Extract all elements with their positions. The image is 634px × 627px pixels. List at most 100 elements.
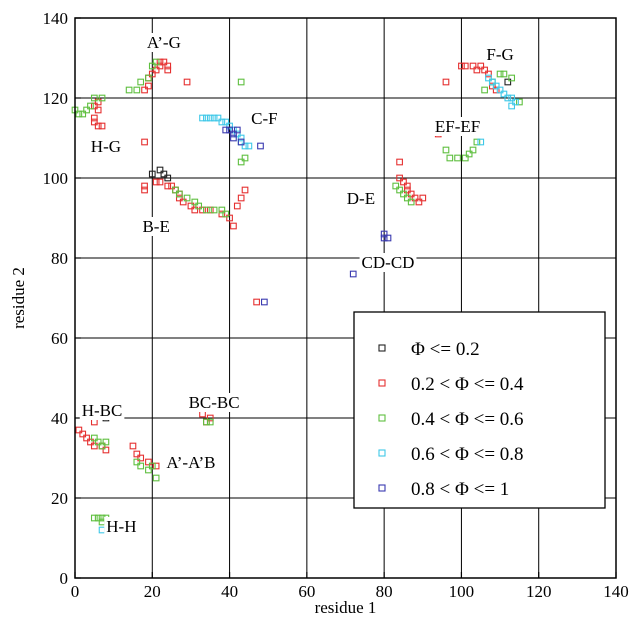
data-point [145,82,152,90]
data-point [473,138,481,146]
data-point [145,458,152,466]
data-point [87,438,94,446]
data-point [94,438,102,446]
data-point [500,90,508,98]
data-point [145,74,152,82]
data-point [218,118,226,126]
data-point [411,194,419,202]
data-point [141,182,148,190]
data-point [164,182,172,190]
data-point [403,186,411,194]
data-point [199,410,206,418]
data-point [141,138,148,146]
data-point [94,514,102,522]
legend-entry-label: Φ <= 0.2 [411,339,480,360]
data-point [237,158,245,166]
data-point [191,206,199,214]
data-point [380,234,388,242]
data-point [512,98,519,106]
data-point [488,78,496,86]
region-label-background [249,109,280,128]
data-point [496,86,504,94]
data-point [90,94,98,102]
data-point [137,78,145,86]
region-label-background [432,117,483,136]
region-label-background [88,137,124,156]
data-point [98,526,106,534]
data-point [218,210,226,218]
legend: Φ <= 0.2 0.2 < Φ <= 0.4 0.4 < Φ <= 0.6 0.6 … [353,311,606,509]
data-point [218,206,226,214]
y-tick-label: 120 [43,89,69,108]
data-point [125,86,133,94]
data-point [203,418,210,426]
data-point [230,222,237,230]
region-label-background [140,217,172,236]
data-point [237,138,245,146]
data-point [98,442,106,450]
y-tick-label: 40 [51,409,68,428]
data-point [160,58,168,66]
data-point [206,114,214,122]
data-point [79,110,87,118]
data-point [75,426,83,434]
data-point [98,94,106,102]
y-tick-label: 140 [43,9,69,28]
region-label: H-G [91,137,121,156]
data-point [156,178,164,186]
data-point [396,158,403,166]
data-point [241,154,249,162]
data-point [230,134,237,142]
data-point [183,78,191,86]
data-point [504,78,512,86]
region-label: B-E [142,217,169,236]
data-point [380,230,388,238]
data-point [79,430,87,438]
data-point [469,146,477,154]
data-point [222,210,230,218]
y-tick-label: 20 [51,489,68,508]
data-point [349,270,357,278]
region-label-background [484,45,516,64]
data-point [90,114,98,122]
data-point [175,190,183,198]
data-point [175,194,183,202]
data-point [461,154,469,162]
data-point [516,98,523,106]
data-point [392,182,400,190]
data-point [500,70,508,78]
region-label: H-BC [82,401,123,420]
region-label-background [144,33,183,52]
region-annotations: A’-G H-G C-F F-G EF-EF D-E B-E CD-CD H-BC BC-BC A’… [79,33,516,536]
data-point [214,114,222,122]
x-tick-label: 80 [376,582,393,601]
data-point [102,446,110,454]
data-point [233,126,241,134]
data-point [141,186,148,194]
data-point [245,142,253,150]
data-point [384,234,392,242]
data-point [148,462,156,470]
data-point [94,106,102,114]
legend-marker [378,344,386,352]
y-axis-ticks: 0 20 40 60 80 100 120 140 [43,9,81,588]
data-point [400,190,407,198]
data-point [83,434,90,442]
x-tick-label: 140 [603,582,629,601]
data-point [396,186,403,194]
data-point [407,190,415,198]
x-tick-label: 120 [526,582,552,601]
data-point [442,146,450,154]
data-point [461,62,469,70]
data-point [253,298,260,306]
legend-box [353,311,606,509]
data-point [175,190,183,198]
data-point [241,142,249,150]
data-point [481,86,488,94]
data-point [90,514,98,522]
data-point [102,438,110,446]
data-point [168,182,175,190]
plot-frame [74,17,617,579]
data-point [237,194,245,202]
